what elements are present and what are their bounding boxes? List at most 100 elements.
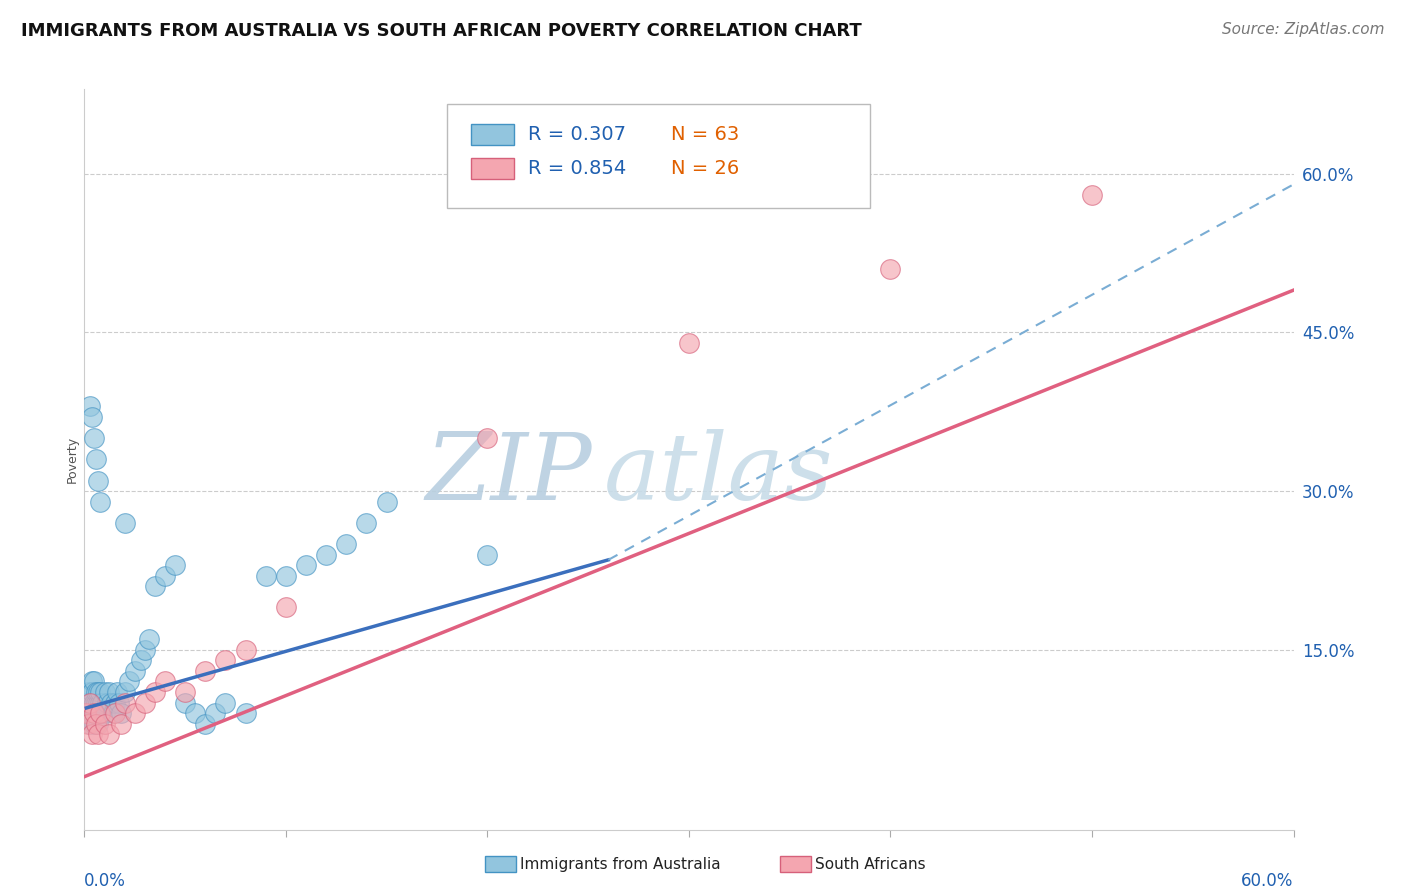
Point [879, 262, 901, 277]
Point [77, 685, 100, 699]
Point [87, 696, 110, 710]
Point [83, 674, 105, 689]
Point [153, 568, 176, 582]
Point [678, 336, 700, 351]
Point [254, 568, 277, 582]
Point [82, 674, 104, 689]
Point [315, 548, 337, 562]
Point [101, 706, 124, 721]
Point [1081, 188, 1104, 202]
Point [82, 706, 104, 721]
Point [134, 642, 156, 657]
Point [83, 706, 105, 721]
Point [114, 685, 136, 699]
Text: N = 26: N = 26 [671, 159, 740, 178]
Point [89, 706, 111, 721]
Point [77, 716, 100, 731]
Point [477, 431, 499, 445]
Point [82, 685, 104, 699]
Point [86, 706, 108, 721]
Point [82, 410, 104, 425]
Point [82, 727, 104, 741]
Point [138, 632, 160, 647]
Point [105, 685, 128, 699]
Point [235, 706, 257, 721]
Point [87, 727, 110, 741]
Point [129, 653, 152, 667]
Point [134, 696, 156, 710]
Point [274, 600, 297, 615]
Text: Source: ZipAtlas.com: Source: ZipAtlas.com [1222, 22, 1385, 37]
Point [194, 716, 217, 731]
Text: South Africans: South Africans [815, 857, 927, 871]
Text: Immigrants from Australia: Immigrants from Australia [520, 857, 721, 871]
Point [356, 516, 378, 530]
Point [86, 452, 108, 467]
Point [100, 696, 122, 710]
Point [87, 716, 110, 731]
Point [124, 706, 146, 721]
Point [104, 706, 127, 721]
Text: R = 0.854: R = 0.854 [529, 159, 626, 178]
Point [143, 579, 166, 593]
Point [79, 696, 101, 710]
Point [174, 696, 197, 710]
Point [174, 685, 197, 699]
Point [97, 727, 120, 741]
Point [104, 696, 127, 710]
Text: 60.0%: 60.0% [1241, 871, 1294, 890]
Point [87, 685, 110, 699]
Point [91, 706, 114, 721]
Text: ZIP: ZIP [426, 429, 592, 519]
Point [124, 664, 146, 678]
Point [87, 474, 110, 488]
Point [86, 696, 108, 710]
Point [184, 706, 207, 721]
Point [86, 716, 108, 731]
Point [75, 706, 97, 721]
Point [93, 706, 115, 721]
Point [79, 696, 101, 710]
Point [375, 494, 398, 508]
Text: 0.0%: 0.0% [84, 871, 127, 890]
Point [75, 696, 97, 710]
Point [204, 706, 226, 721]
Point [93, 716, 115, 731]
FancyBboxPatch shape [447, 104, 870, 208]
Point [165, 558, 187, 573]
Text: R = 0.307: R = 0.307 [529, 125, 626, 144]
FancyBboxPatch shape [471, 124, 513, 145]
FancyBboxPatch shape [471, 158, 513, 178]
Y-axis label: Poverty: Poverty [66, 436, 79, 483]
Point [118, 674, 141, 689]
Point [114, 516, 136, 530]
Point [89, 685, 111, 699]
Point [235, 642, 257, 657]
Point [274, 568, 297, 582]
Point [93, 685, 115, 699]
Point [295, 558, 318, 573]
Point [110, 706, 132, 721]
Text: N = 63: N = 63 [671, 125, 740, 144]
Point [83, 431, 105, 445]
Point [143, 685, 166, 699]
Point [79, 716, 101, 731]
Point [83, 706, 105, 721]
Text: atlas: atlas [605, 429, 834, 519]
Point [107, 696, 129, 710]
Point [114, 696, 136, 710]
Point [89, 706, 111, 721]
Point [77, 706, 100, 721]
Point [83, 716, 105, 731]
Point [89, 696, 111, 710]
Point [83, 696, 105, 710]
Point [194, 664, 217, 678]
Point [477, 548, 499, 562]
Text: IMMIGRANTS FROM AUSTRALIA VS SOUTH AFRICAN POVERTY CORRELATION CHART: IMMIGRANTS FROM AUSTRALIA VS SOUTH AFRIC… [21, 22, 862, 40]
Point [89, 494, 111, 508]
Point [91, 696, 114, 710]
Point [110, 716, 132, 731]
Point [335, 537, 357, 551]
Point [153, 674, 176, 689]
Point [86, 685, 108, 699]
